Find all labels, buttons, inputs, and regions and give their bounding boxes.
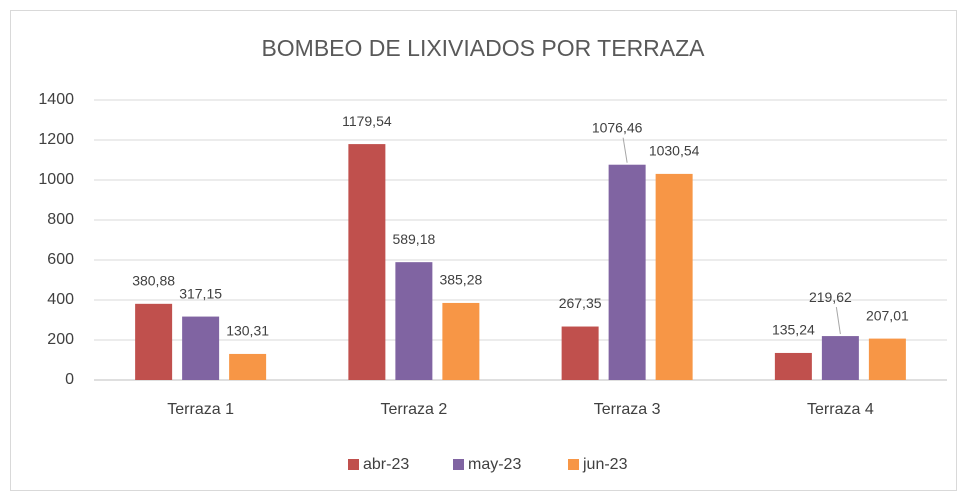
data-label: 385,28 <box>439 272 482 288</box>
bar <box>182 316 220 380</box>
bar <box>774 352 812 380</box>
y-tick-label: 1000 <box>38 171 74 188</box>
x-tick-label: Terraza 1 <box>167 401 234 418</box>
bar <box>348 144 386 380</box>
data-label: 589,18 <box>392 231 435 247</box>
legend-label: may-23 <box>468 456 521 473</box>
y-tick-label: 1200 <box>38 131 74 148</box>
y-tick-label: 0 <box>65 371 74 388</box>
data-label: 1030,54 <box>649 143 700 159</box>
y-tick-label: 800 <box>47 211 74 228</box>
chart-border <box>10 10 957 491</box>
data-label: 207,01 <box>866 307 909 323</box>
bar <box>229 353 267 380</box>
legend-swatch <box>453 459 464 470</box>
bar <box>608 164 646 380</box>
data-label: 317,15 <box>179 285 222 301</box>
bar <box>395 262 433 380</box>
y-tick-label: 1400 <box>38 91 74 108</box>
data-label: 267,35 <box>559 295 602 311</box>
legend-label: abr-23 <box>363 456 409 473</box>
chart-title: BOMBEO DE LIXIVIADOS POR TERRAZA <box>261 35 705 61</box>
x-tick-label: Terraza 2 <box>381 401 448 418</box>
x-tick-label: Terraza 3 <box>594 401 661 418</box>
x-tick-label: Terraza 4 <box>807 401 874 418</box>
bar <box>442 302 480 380</box>
legend-label: jun-23 <box>582 456 628 473</box>
bar <box>561 326 599 380</box>
leader-line <box>622 137 628 163</box>
leader-line <box>835 307 841 335</box>
bar <box>655 173 693 380</box>
bar <box>135 303 173 380</box>
y-tick-label: 200 <box>47 331 74 348</box>
bar <box>868 338 906 380</box>
data-label: 380,88 <box>132 273 175 289</box>
data-label: 135,24 <box>772 322 815 338</box>
data-label: 130,31 <box>226 323 269 339</box>
bar <box>821 336 859 380</box>
data-label: 1179,54 <box>342 113 392 129</box>
y-tick-label: 600 <box>47 251 74 268</box>
legend-swatch <box>568 459 579 470</box>
data-label: 1076,46 <box>592 119 643 135</box>
y-tick-label: 400 <box>47 291 74 308</box>
legend-swatch <box>348 459 359 470</box>
data-label: 219,62 <box>809 289 852 305</box>
